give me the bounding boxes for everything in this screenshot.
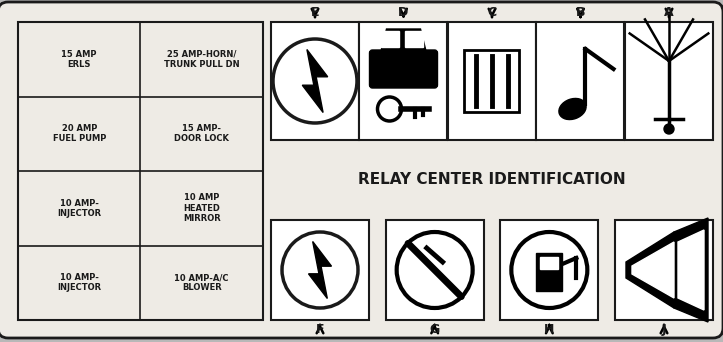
Polygon shape (626, 232, 674, 308)
Circle shape (273, 39, 357, 123)
Text: 15 AMP-
DOOR LOCK: 15 AMP- DOOR LOCK (174, 124, 229, 143)
Bar (500, 220, 599, 320)
Bar (385, 220, 484, 320)
Bar (536, 253, 562, 291)
Bar (406, 31, 424, 47)
Circle shape (511, 232, 587, 308)
Bar (271, 22, 359, 140)
Text: A: A (664, 6, 674, 19)
Text: 15 AMP
ERLS: 15 AMP ERLS (61, 50, 97, 69)
Text: 10 AMP-
INJECTOR: 10 AMP- INJECTOR (57, 199, 101, 218)
Text: 20 AMP
FUEL PUMP: 20 AMP FUEL PUMP (53, 124, 106, 143)
Circle shape (377, 97, 401, 121)
Text: 10 AMP
HEATED
MIRROR: 10 AMP HEATED MIRROR (183, 193, 221, 223)
Text: J: J (662, 323, 667, 336)
Text: 10 AMP-
INJECTOR: 10 AMP- INJECTOR (57, 273, 101, 292)
Circle shape (282, 232, 358, 308)
Text: 10 AMP-A/C
BLOWER: 10 AMP-A/C BLOWER (174, 273, 229, 292)
Polygon shape (309, 241, 331, 299)
Polygon shape (678, 230, 704, 310)
Text: F: F (316, 323, 324, 336)
Text: E: E (311, 6, 320, 19)
Bar (18, 22, 263, 320)
Polygon shape (380, 29, 427, 53)
Bar (540, 257, 558, 269)
Text: 25 AMP-HORN/
TRUNK PULL DN: 25 AMP-HORN/ TRUNK PULL DN (164, 50, 239, 69)
Text: B: B (576, 6, 585, 19)
Text: D: D (398, 6, 408, 19)
Bar (615, 220, 713, 320)
Ellipse shape (559, 98, 586, 120)
Bar (536, 22, 625, 140)
Circle shape (397, 232, 473, 308)
Polygon shape (302, 50, 328, 113)
Polygon shape (674, 218, 708, 322)
FancyBboxPatch shape (369, 50, 437, 88)
Circle shape (664, 124, 674, 134)
Bar (464, 50, 520, 112)
Polygon shape (632, 242, 674, 298)
Bar (359, 22, 448, 140)
Bar (625, 22, 713, 140)
Text: H: H (544, 323, 555, 336)
Text: C: C (487, 6, 497, 19)
Bar (448, 22, 536, 140)
Text: G: G (429, 323, 440, 336)
Bar (382, 31, 400, 47)
Bar (271, 220, 369, 320)
Text: RELAY CENTER IDENTIFICATION: RELAY CENTER IDENTIFICATION (358, 172, 626, 187)
